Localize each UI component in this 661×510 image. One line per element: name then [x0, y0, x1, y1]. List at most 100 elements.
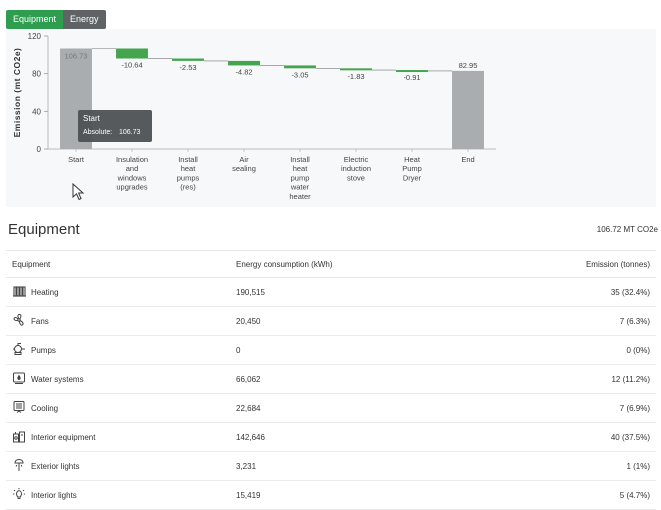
table-row[interactable]: Pumps 0 0 (0%) [6, 335, 656, 365]
bar-value-label: -2.53 [179, 63, 196, 72]
emission-cell: 40 (37.5%) [480, 422, 656, 452]
emission-cell: 1 (1%) [480, 451, 656, 481]
bar-value-label: 82.95 [459, 61, 478, 70]
column-header-emission[interactable]: Emission (tonnes) [480, 250, 656, 278]
x-category-label: Dryer [403, 173, 422, 182]
view-tabs: Equipment Energy [6, 10, 106, 29]
table-row[interactable]: Fans 20,450 7 (6.3%) [6, 306, 656, 336]
cooling-icon [12, 400, 26, 416]
bar-value-label: -10.64 [121, 61, 142, 70]
tooltip-label: Absolute: [83, 129, 112, 136]
energy-cell: 66,062 [230, 364, 481, 394]
equipment-cell: Pumps [6, 335, 230, 365]
energy-cell: 142,646 [230, 422, 481, 452]
table-row[interactable]: Interior equipment 142,646 40 (37.5%) [6, 422, 656, 452]
y-axis-title: Emission (mt CO2e) [12, 48, 22, 138]
energy-cell: 22,684 [230, 393, 481, 423]
x-category-label: End [461, 155, 474, 164]
pumps-icon [12, 342, 26, 358]
x-category-label: sealing [232, 164, 256, 173]
x-category-label: Electric [344, 155, 369, 164]
waterfall-bar-6[interactable] [340, 68, 372, 71]
equipment-name: Interior equipment [31, 432, 96, 442]
x-category-label: stove [347, 173, 365, 182]
x-category-label: Air [239, 155, 249, 164]
x-category-label: Start [68, 155, 85, 164]
energy-cell: 15,419 [230, 480, 481, 510]
x-category-label: pumps [177, 173, 200, 182]
tooltip-value: 106.73 [119, 129, 141, 136]
x-category-label: water [290, 183, 310, 192]
y-tick-label: 120 [28, 32, 42, 41]
waterfall-bar-7[interactable] [396, 70, 428, 73]
equipment-cell: Water systems [6, 364, 230, 394]
equipment-cell: Cooling [6, 393, 230, 423]
water-systems-icon [12, 371, 26, 387]
y-tick-label: 40 [32, 107, 41, 116]
equipment-cell: Exterior lights [6, 451, 230, 481]
x-category-label: Heat [404, 155, 421, 164]
bar-value-label: -4.82 [235, 67, 252, 76]
waterfall-chart: Emission (mt CO2e) 0 40 80 120 106.73 -10.64 -2… [12, 32, 496, 201]
x-category-label: and [126, 164, 139, 173]
table-row[interactable]: Heating 190,515 35 (32.4%) [6, 277, 656, 307]
tab-equipment[interactable]: Equipment [6, 10, 64, 29]
equipment-name: Pumps [31, 345, 56, 355]
interior-lights-icon [12, 487, 26, 503]
x-category-label: upgrades [116, 183, 148, 192]
chart-tooltip [78, 110, 152, 142]
bar-value-label: 106.73 [65, 51, 88, 60]
waterfall-bar-5[interactable] [284, 65, 316, 69]
energy-cell: 0 [230, 335, 481, 365]
bar-value-label: -3.05 [291, 70, 308, 79]
table-row[interactable]: Water systems 66,062 12 (11.2%) [6, 364, 656, 394]
emission-cell: 0 (0%) [480, 335, 656, 365]
waterfall-bar-8[interactable] [452, 70, 484, 149]
energy-cell: 190,515 [230, 277, 481, 307]
equipment-name: Cooling [31, 403, 59, 413]
column-header-equipment[interactable]: Equipment [6, 250, 230, 278]
mouse-cursor-icon [72, 183, 85, 201]
y-tick-label: 0 [37, 145, 42, 154]
tab-energy[interactable]: Energy [63, 10, 106, 29]
emission-cell: 7 (6.3%) [480, 306, 656, 336]
waterfall-bar-2[interactable] [116, 48, 148, 59]
table-row[interactable]: Interior lights 15,419 5 (4.7%) [6, 480, 656, 510]
x-category-label: Pump [402, 164, 422, 173]
equipment-name: Fans [31, 316, 49, 326]
x-category-label: heat [293, 164, 309, 173]
equipment-name: Interior lights [31, 490, 77, 500]
emission-cell: 12 (11.2%) [480, 364, 656, 394]
waterfall-bar-4[interactable] [228, 60, 260, 66]
energy-cell: 20,450 [230, 306, 481, 336]
equipment-name: Water systems [31, 374, 84, 384]
heating-icon [12, 284, 26, 300]
tooltip-title: Start [83, 114, 101, 123]
x-category-label: Install [290, 155, 310, 164]
equipment-cell: Heating [6, 277, 230, 307]
waterfall-bar-3[interactable] [172, 58, 204, 61]
section-total: 106.72 MT CO2e [596, 225, 658, 234]
energy-cell: 3,231 [230, 451, 481, 481]
fans-icon [12, 313, 26, 329]
y-tick-label: 80 [32, 70, 41, 79]
equipment-name: Heating [31, 287, 59, 297]
exterior-lights-icon [12, 458, 26, 474]
x-category-label: (res) [180, 183, 196, 192]
equipment-cell: Interior lights [6, 480, 230, 510]
x-category-label: heater [289, 192, 311, 201]
table-row[interactable]: Cooling 22,684 7 (6.9%) [6, 393, 656, 423]
equipment-cell: Fans [6, 306, 230, 336]
section-title: Equipment [8, 221, 80, 238]
x-category-label: windows [117, 173, 147, 182]
equipment-table: Equipment Energy consumption (kWh) Emiss… [6, 250, 656, 510]
x-category-label: heat [181, 164, 197, 173]
emission-cell: 35 (32.4%) [480, 277, 656, 307]
equipment-cell: Interior equipment [6, 422, 230, 452]
table-row[interactable]: Exterior lights 3,231 1 (1%) [6, 451, 656, 481]
emission-cell: 7 (6.9%) [480, 393, 656, 423]
interior-equipment-icon [12, 429, 26, 445]
emission-cell: 5 (4.7%) [480, 480, 656, 510]
column-header-energy[interactable]: Energy consumption (kWh) [230, 250, 481, 278]
equipment-name: Exterior lights [31, 461, 80, 471]
